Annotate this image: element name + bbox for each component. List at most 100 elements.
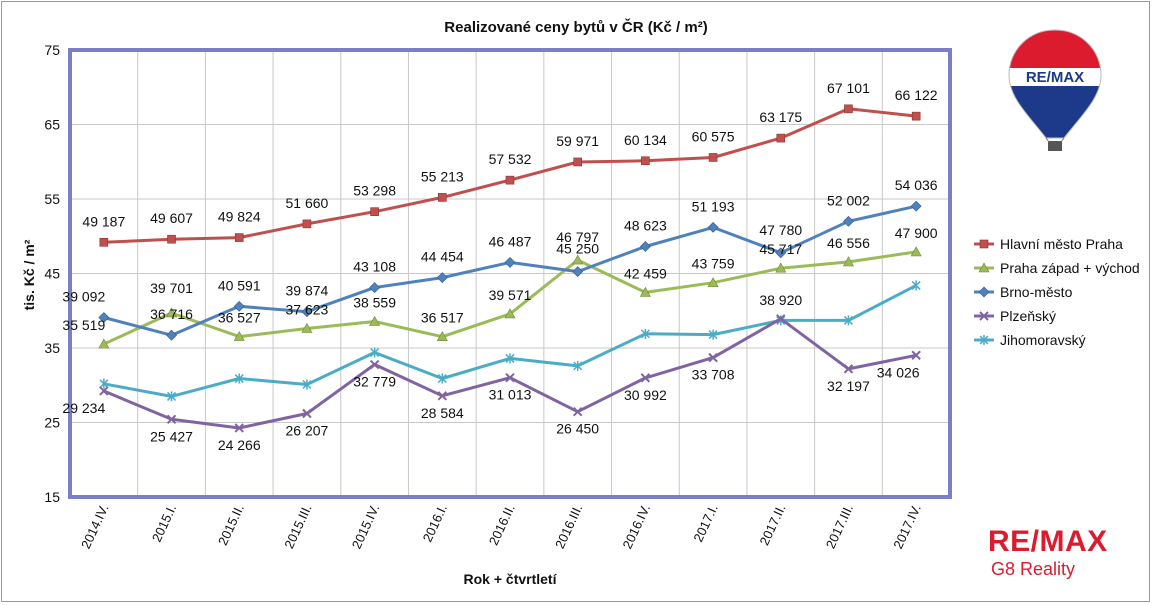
data-point (776, 133, 786, 143)
data-point (775, 262, 787, 273)
y-tick-label: 65 (44, 117, 60, 133)
data-label: 45 250 (556, 241, 599, 257)
data-point (641, 156, 650, 166)
data-label: 42 459 (624, 265, 667, 281)
data-label: 60 575 (692, 128, 735, 144)
data-label: 35 519 (62, 317, 105, 333)
data-label: 59 971 (556, 133, 599, 149)
data-label: 47 780 (759, 222, 802, 238)
data-point (369, 282, 381, 294)
data-label: 40 591 (218, 277, 261, 293)
y-tick-label: 35 (44, 340, 60, 356)
y-axis-title: tis. Kč / m² (21, 239, 37, 310)
x-tick-label: 2017.I. (690, 502, 720, 544)
data-label: 47 900 (895, 225, 938, 241)
x-tick-label: 2017.II. (757, 502, 789, 548)
x-tick-label: 2017.IV. (890, 502, 924, 551)
x-tick-label: 2015.IV. (349, 502, 383, 551)
data-label: 43 759 (692, 256, 735, 272)
data-point (843, 215, 854, 227)
data-point (233, 331, 245, 341)
legend-item: Praha západ + východ (974, 260, 1140, 276)
legend-item: Jihomoravský (974, 332, 1086, 348)
x-tick-label: 2016.IV. (620, 502, 654, 551)
plot-border (68, 48, 952, 499)
logo-main-text: RE/MAX (988, 525, 1108, 558)
data-point (369, 315, 381, 326)
x-tick-label: 2016.III. (552, 502, 585, 551)
legend-label: Plzeňský (1000, 308, 1056, 324)
data-point (639, 286, 651, 297)
data-point (99, 238, 109, 247)
data-label: 54 036 (895, 177, 938, 193)
data-label: 32 779 (353, 374, 396, 390)
series-2 (98, 200, 922, 341)
x-tick-label: 2015.II. (215, 502, 247, 548)
data-point (99, 378, 109, 389)
legend-label: Jihomoravský (1000, 332, 1086, 348)
data-label: 29 234 (62, 400, 105, 416)
data-point (572, 266, 584, 278)
data-label: 26 450 (556, 421, 599, 437)
data-point (302, 219, 312, 229)
data-label: 43 108 (353, 259, 396, 275)
data-point (504, 308, 516, 319)
data-label: 39 571 (489, 287, 532, 303)
x-tick-label: 2016.II. (486, 502, 518, 548)
data-label: 46 556 (827, 235, 870, 251)
data-label: 60 134 (624, 132, 667, 148)
y-tick-label: 25 (44, 415, 60, 431)
data-point (775, 247, 787, 259)
remax-balloon-logo: RE/MAX (1005, 28, 1105, 161)
data-label: 46 797 (556, 229, 599, 245)
balloon-text: RE/MAX (1026, 69, 1084, 86)
data-point (437, 373, 447, 384)
chart-title: Realizované ceny bytů v ČR (Kč / m²) (444, 18, 707, 36)
data-point (234, 233, 244, 242)
data-label: 66 122 (895, 87, 938, 103)
legend-marker (978, 262, 990, 273)
data-point (301, 322, 313, 333)
data-point (707, 221, 719, 233)
data-label: 39 874 (286, 283, 329, 299)
data-point (911, 350, 921, 360)
remax-g8-logo: RE/MAX G8 Reality (988, 525, 1138, 580)
data-point (573, 360, 583, 371)
data-label: 26 207 (286, 423, 329, 439)
data-point (910, 246, 922, 257)
data-point (370, 207, 379, 216)
data-point (438, 193, 447, 202)
legend-label: Praha západ + východ (1000, 260, 1140, 276)
data-label: 24 266 (218, 437, 261, 453)
y-tick-label: 75 (44, 42, 60, 58)
data-label: 46 487 (489, 233, 532, 249)
data-point (910, 200, 922, 212)
data-label: 57 532 (489, 151, 532, 167)
data-point (911, 111, 921, 121)
data-point (301, 306, 313, 318)
data-point (302, 379, 312, 390)
legend-item: Hlavní město Praha (974, 236, 1123, 252)
data-point (166, 307, 178, 318)
data-label: 34 026 (877, 364, 920, 380)
data-point (167, 391, 177, 402)
series-1 (98, 246, 922, 349)
x-axis-title: Rok + čtvrtletí (464, 571, 558, 587)
data-label: 49 187 (82, 213, 125, 229)
data-point (437, 391, 448, 401)
data-label: 49 607 (150, 210, 193, 226)
data-label: 44 454 (421, 249, 464, 265)
data-label: 37 623 (286, 301, 329, 317)
data-point (302, 408, 312, 419)
data-label: 28 584 (421, 405, 464, 421)
x-tick-label: 2017.III. (823, 502, 856, 551)
data-point (572, 254, 584, 265)
data-point (505, 372, 515, 383)
legend-marker (979, 239, 989, 249)
data-label: 55 213 (421, 168, 464, 184)
data-label: 49 824 (218, 209, 261, 225)
data-label: 39 092 (62, 289, 105, 305)
data-label: 32 197 (827, 378, 870, 394)
data-label: 51 193 (692, 198, 735, 214)
